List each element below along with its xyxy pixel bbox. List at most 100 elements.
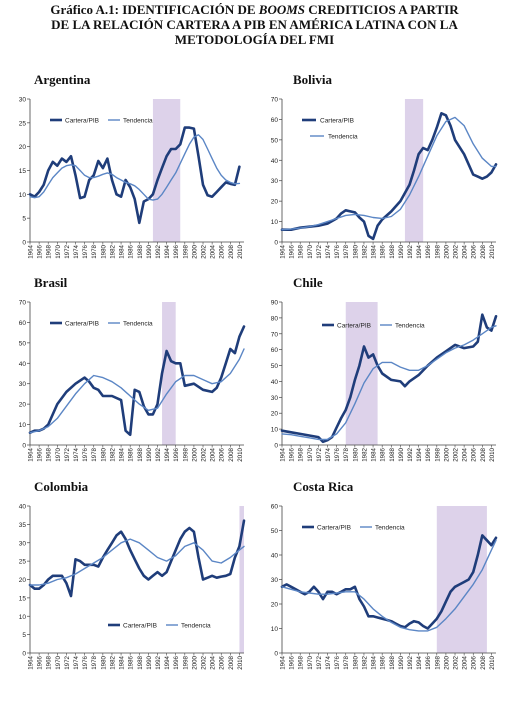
- legend-label-cartera: Cartera/PIB: [317, 525, 351, 532]
- y-tick-label: 30: [271, 577, 279, 584]
- x-tick-label: 2000: [191, 447, 198, 461]
- chart-argentina: 0 5 10 15 20 25 30 1964 1966 1968 1970 1972 1974 1976…: [19, 97, 244, 259]
- x-tick-label: 1970: [307, 244, 314, 258]
- y-tick-label: 70: [271, 97, 279, 104]
- y-tick-label: 20: [271, 602, 279, 609]
- x-tick-label: 1982: [361, 655, 368, 669]
- title-line2: DE LA RELACIÓN CARTERA A PIB EN AMÉRICA …: [51, 17, 458, 32]
- x-tick-label: 1986: [128, 244, 135, 258]
- x-tick-label: 1980: [100, 655, 107, 669]
- y-tick-label: 5: [22, 216, 26, 223]
- y-tick-label: 5: [22, 632, 26, 639]
- y-tick-label: 60: [19, 320, 27, 327]
- series-cartera-pib-line: [280, 111, 498, 241]
- x-tick-label: 2004: [210, 447, 217, 461]
- x-tick-label: 2010: [489, 447, 496, 461]
- y-tick-label: 80: [271, 315, 279, 322]
- y-tick-label: 40: [19, 504, 27, 511]
- y-tick-label: 30: [271, 178, 279, 185]
- series-tendencia-line: [29, 134, 241, 201]
- x-tick-label: 1982: [109, 244, 116, 258]
- series-tendencia-line: [281, 325, 497, 441]
- x-tick-label: 2010: [489, 244, 496, 258]
- y-tick-label: 40: [271, 158, 279, 165]
- x-tick-label: 1998: [182, 244, 189, 258]
- series-cartera-pib-line: [28, 325, 246, 437]
- y-tick-label: 60: [271, 347, 279, 354]
- x-tick-label: 2006: [219, 655, 226, 669]
- y-tick-label: 20: [271, 199, 279, 206]
- x-tick-label: 1980: [352, 655, 359, 669]
- x-tick-label: 2008: [228, 244, 235, 258]
- x-tick-label: 1974: [325, 655, 332, 669]
- x-tick-label: 1974: [325, 244, 332, 258]
- x-tick-label: 1968: [46, 447, 53, 461]
- x-tick-label: 1982: [109, 655, 116, 669]
- x-tick-label: 2004: [210, 244, 217, 258]
- y-tick-label: 25: [19, 559, 27, 566]
- x-tick-label: 2008: [480, 244, 487, 258]
- x-tick-label: 1984: [371, 655, 378, 669]
- panel-title-bolivia: Bolivia: [293, 72, 333, 87]
- x-tick-label: 1964: [28, 447, 35, 461]
- title-line1-rest: CREDITICIOS A PARTIR: [305, 2, 459, 17]
- x-tick-label: 1976: [334, 244, 341, 258]
- y-tick-label: 30: [19, 381, 27, 388]
- x-tick-label: 2008: [480, 655, 487, 669]
- y-tick-label: 30: [19, 97, 27, 104]
- x-tick-label: 2004: [462, 447, 469, 461]
- y-tick-label: 90: [271, 300, 279, 307]
- x-tick-label: 1998: [434, 244, 441, 258]
- x-tick-label: 1964: [280, 244, 287, 258]
- x-tick-label: 2006: [471, 244, 478, 258]
- y-tick-label: 0: [274, 651, 278, 658]
- title-prefix: Gráfico A.1: IDENTIFICACIÓN DE: [50, 2, 259, 17]
- x-tick-label: 1966: [37, 244, 44, 258]
- y-tick-label: 50: [19, 340, 27, 347]
- x-tick-label: 1968: [46, 655, 53, 669]
- x-tick-label: 1976: [334, 655, 341, 669]
- chart-colombia: 0 5 10 15 20 25 30 35 40 1964 1966 1968 1970 1972 1974…: [19, 504, 246, 670]
- x-tick-label: 2000: [191, 655, 198, 669]
- boom-period-band: [345, 302, 378, 445]
- y-tick-label: 0: [22, 240, 26, 247]
- x-tick-label: 1972: [64, 244, 71, 258]
- x-tick-label: 1990: [398, 655, 405, 669]
- x-tick-label: 1970: [55, 244, 62, 258]
- legend-label-cartera: Cartera/PIB: [320, 118, 354, 125]
- x-tick-label: 1974: [73, 447, 80, 461]
- x-tick-label: 1978: [343, 447, 350, 461]
- x-tick-label: 1996: [173, 447, 180, 461]
- x-tick-label: 2008: [228, 447, 235, 461]
- legend-label-cartera: Cartera/PIB: [65, 118, 99, 125]
- x-tick-label: 1992: [155, 655, 162, 669]
- x-tick-label: 2010: [237, 244, 244, 258]
- x-tick-label: 1978: [343, 244, 350, 258]
- panel-title-brasil: Brasil: [34, 275, 68, 290]
- x-tick-label: 1982: [361, 244, 368, 258]
- legend-label-cartera: Cartera/PIB: [337, 323, 371, 330]
- x-tick-label: 1996: [173, 244, 180, 258]
- y-tick-label: 10: [19, 614, 27, 621]
- x-tick-label: 1970: [307, 655, 314, 669]
- legend-label-cartera: Cartera/PIB: [65, 321, 99, 328]
- x-tick-label: 1982: [109, 447, 116, 461]
- y-tick-label: 40: [271, 379, 279, 386]
- x-tick-label: 1990: [398, 447, 405, 461]
- x-tick-label: 1968: [298, 244, 305, 258]
- series-cartera-pib-line: [280, 313, 498, 444]
- y-tick-label: 60: [271, 504, 279, 511]
- series-cartera-pib-line: [28, 126, 241, 225]
- y-tick-label: 70: [271, 331, 279, 338]
- x-tick-label: 1966: [289, 244, 296, 258]
- x-tick-label: 1994: [416, 447, 423, 461]
- x-tick-label: 1986: [380, 244, 387, 258]
- x-tick-label: 1980: [100, 244, 107, 258]
- x-tick-label: 2008: [480, 447, 487, 461]
- x-tick-label: 2002: [201, 244, 208, 258]
- x-tick-label: 1972: [64, 447, 71, 461]
- x-tick-label: 1976: [334, 447, 341, 461]
- y-tick-label: 10: [19, 422, 27, 429]
